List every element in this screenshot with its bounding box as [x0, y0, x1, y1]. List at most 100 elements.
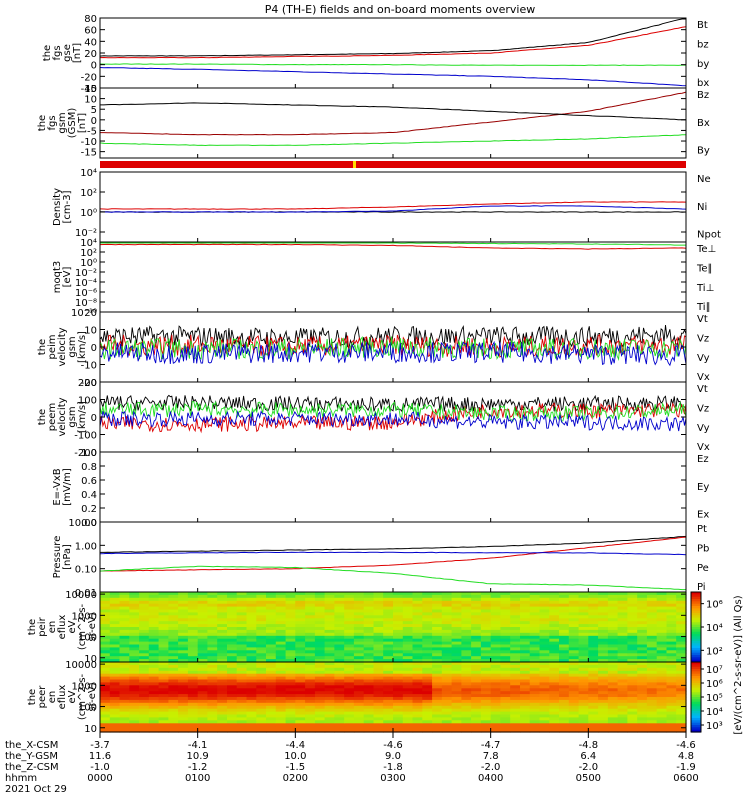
spectrogram-cell	[275, 670, 287, 675]
spectrogram-cell	[471, 632, 482, 637]
spectrogram-cell	[490, 670, 502, 675]
spectrogram-cell	[646, 594, 658, 599]
spectrogram-cell	[178, 688, 189, 692]
spectrogram-cell	[598, 629, 609, 634]
spectrogram-cell	[168, 647, 179, 651]
spectrogram-cell	[305, 682, 316, 686]
spectrogram-cell	[520, 627, 531, 631]
spectrogram-cell	[285, 638, 296, 643]
spectrogram-cell	[187, 632, 199, 637]
legend-entry: by	[697, 59, 709, 70]
spectrogram-cell	[520, 699, 531, 704]
spectrogram-cell	[236, 600, 248, 605]
spectrogram-cell	[656, 705, 668, 710]
spectrogram-cell	[256, 592, 267, 596]
spectrogram-cell	[656, 606, 668, 611]
spectrogram-cell	[588, 691, 599, 695]
spectrogram-cell	[617, 635, 628, 640]
spectrogram-cell	[559, 612, 570, 616]
spectrogram-cell	[275, 699, 287, 704]
spectrogram-cell	[246, 682, 257, 686]
spectrogram-cell	[275, 621, 287, 625]
spectrogram-cell	[187, 679, 199, 683]
spectrogram-cell	[598, 606, 609, 611]
spectrogram-cell	[549, 638, 560, 643]
spectrogram-cell	[588, 618, 599, 622]
spectrogram-cell	[402, 676, 414, 681]
spectrogram-cell	[490, 629, 502, 634]
spectrogram-cell	[383, 726, 394, 730]
legend-entry: bx	[697, 78, 709, 89]
spectrogram-cell	[266, 650, 277, 654]
spectrogram-cell	[441, 641, 453, 646]
spectrogram-cell	[598, 624, 609, 628]
spectrogram-cell	[402, 705, 414, 710]
spectrogram-cell	[305, 667, 316, 672]
spectrogram-cell	[383, 606, 394, 611]
spectrogram-cell	[676, 615, 687, 619]
spectrogram-cell	[520, 708, 531, 713]
spectrogram-cell	[646, 714, 658, 718]
spectrogram-cell	[178, 629, 189, 634]
spectrogram-cell	[363, 647, 375, 651]
spectrogram-cell	[139, 606, 150, 611]
spectrogram-cell	[412, 676, 423, 681]
spectrogram-cell	[353, 705, 365, 710]
spectrogram-cell	[500, 594, 511, 599]
colorbar-segment	[691, 715, 701, 719]
spectrogram-cell	[412, 609, 423, 613]
spectrogram-cell	[305, 603, 316, 608]
spectrogram-cell	[305, 699, 316, 704]
spectrogram-cell	[441, 629, 453, 634]
spectrogram-cell	[373, 679, 384, 683]
spectrogram-cell	[646, 729, 658, 733]
spectrogram-cell	[637, 621, 648, 625]
spectrogram-cell	[227, 621, 238, 625]
spectrogram-cell	[344, 691, 355, 695]
spectrogram-cell	[178, 621, 189, 625]
spectrogram-cell	[549, 676, 560, 681]
spectrogram-cell	[402, 717, 414, 721]
spectrogram-cell	[646, 659, 658, 663]
spectrogram-cell	[236, 609, 248, 613]
x-row-value: -4.6	[676, 740, 696, 751]
spectrogram-cell	[422, 627, 433, 631]
spectrogram-cell	[305, 606, 316, 611]
spectrogram-cell	[402, 632, 414, 637]
spectrogram-cell	[275, 638, 287, 643]
spectrogram-cell	[676, 612, 687, 616]
spectrogram-cell	[314, 612, 326, 616]
spectrogram-cell	[646, 708, 658, 713]
spectrogram-cell	[305, 702, 316, 707]
spectrogram-cell	[344, 670, 355, 675]
spectrogram-cell	[275, 627, 287, 631]
spectrogram-cell	[158, 699, 169, 704]
y-tick-label: -5	[87, 126, 97, 137]
spectrogram-cell	[148, 708, 160, 713]
spectrogram-cell	[314, 627, 326, 631]
spectrogram-cell	[656, 638, 668, 643]
spectrogram-cell	[520, 691, 531, 695]
spectrogram-cell	[461, 647, 472, 651]
spectrogram-cell	[666, 682, 677, 686]
spectrogram-cell	[168, 720, 179, 724]
spectrogram-cell	[119, 612, 130, 616]
spectrogram-cell	[588, 717, 599, 721]
spectrogram-cell	[344, 717, 355, 721]
spectrogram-cells	[100, 662, 687, 733]
spectrogram-cell	[285, 691, 296, 695]
spectrogram-cell	[324, 726, 335, 730]
spectrogram-cell	[637, 702, 648, 707]
series-line-Ti⊥	[100, 242, 686, 246]
spectrogram-cell	[441, 702, 453, 707]
spectrogram-cell	[637, 691, 648, 695]
spectrogram-cell	[422, 656, 433, 660]
spectrogram-cell	[373, 615, 384, 619]
spectrogram-cell	[217, 627, 228, 631]
spectrogram-cell	[383, 621, 394, 625]
spectrogram-cell	[344, 618, 355, 622]
spectrogram-cell	[197, 618, 209, 622]
spectrogram-cell	[402, 688, 414, 692]
spectrogram-cell	[178, 705, 189, 710]
spectrogram-cell	[109, 662, 121, 666]
